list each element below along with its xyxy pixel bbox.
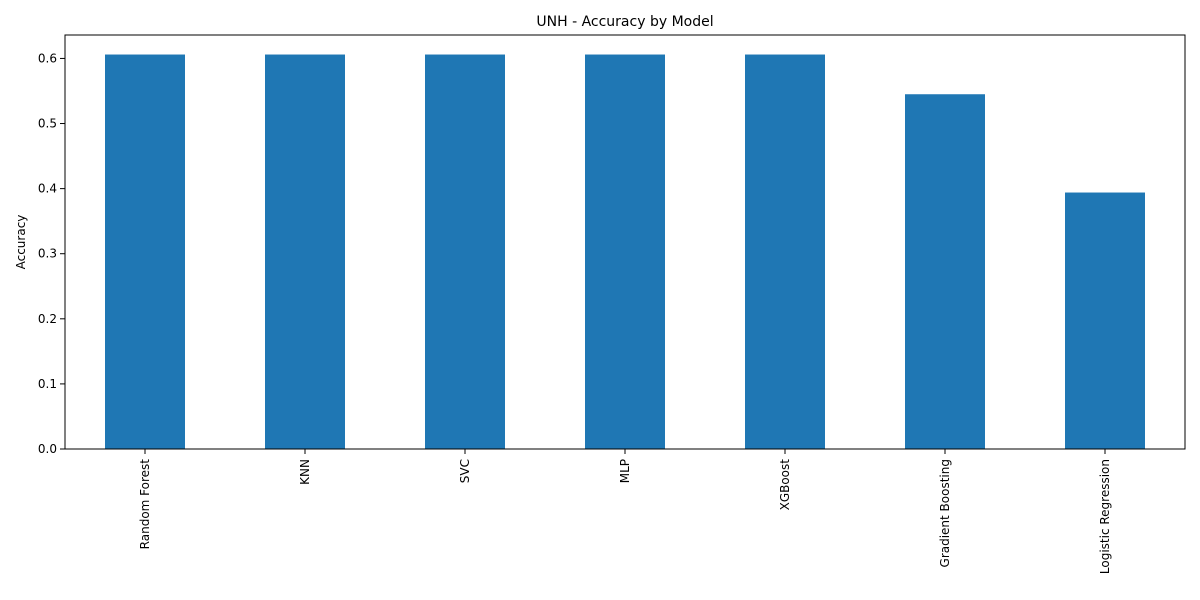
y-tick-label: 0.5 (38, 117, 57, 131)
bar-xgboost (745, 54, 825, 450)
plot-frame (64, 34, 1186, 450)
bars-group (105, 54, 1145, 450)
bar-random-forest (105, 54, 185, 450)
bar-mlp (585, 54, 665, 450)
x-tick-label: Gradient Boosting (938, 459, 952, 567)
bar-logistic-regression (1065, 192, 1145, 449)
x-tick-label: KNN (298, 459, 312, 485)
chart-title: UNH - Accuracy by Model (536, 14, 713, 30)
bar-knn (265, 54, 345, 450)
y-axis-label: Accuracy (14, 215, 28, 270)
x-tick-label: Random Forest (138, 459, 152, 550)
y-tick-label: 0.4 (38, 182, 57, 196)
x-tick-label: SVC (458, 459, 472, 483)
y-tick-label: 0.6 (38, 51, 57, 65)
x-tick-label: Logistic Regression (1098, 459, 1112, 574)
y-tick-label: 0.1 (38, 377, 57, 391)
x-tick-label: XGBoost (778, 459, 792, 511)
y-tick-label: 0.0 (38, 442, 57, 456)
y-tick-label: 0.2 (38, 312, 57, 326)
bar-gradient-boosting (905, 94, 985, 450)
x-axis-ticks: Random Forest KNN SVC MLP XGBoost Gradient Bo… (138, 449, 1112, 574)
y-axis-ticks: 0.0 0.1 0.2 0.3 0.4 0.5 0.6 (38, 51, 65, 456)
x-tick-label: MLP (618, 459, 632, 483)
y-tick-label: 0.3 (38, 247, 57, 261)
bar-svc (425, 54, 505, 450)
